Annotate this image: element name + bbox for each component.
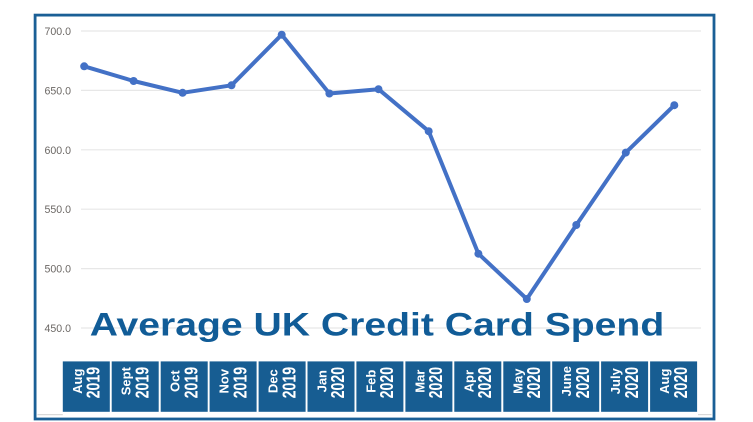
svg-text:Mar: Mar xyxy=(412,370,427,393)
svg-text:2019: 2019 xyxy=(280,367,300,399)
svg-text:May: May xyxy=(510,368,525,394)
svg-text:2020: 2020 xyxy=(622,367,642,399)
svg-text:Aug: Aug xyxy=(70,369,85,394)
svg-text:July: July xyxy=(608,367,623,394)
svg-text:2020: 2020 xyxy=(426,367,446,399)
svg-text:Oct: Oct xyxy=(168,370,183,392)
svg-text:Average UK Credit Card Spend: Average UK Credit Card Spend xyxy=(90,306,665,343)
svg-text:Apr: Apr xyxy=(461,370,476,392)
svg-text:Nov: Nov xyxy=(217,368,232,393)
svg-text:June: June xyxy=(559,366,574,396)
svg-text:Jan: Jan xyxy=(315,370,330,392)
svg-text:2020: 2020 xyxy=(573,367,593,399)
svg-text:2020: 2020 xyxy=(377,367,397,399)
svg-text:500.0: 500.0 xyxy=(44,264,71,276)
svg-text:2020: 2020 xyxy=(524,367,544,399)
svg-text:650.0: 650.0 xyxy=(44,85,71,97)
svg-text:2020: 2020 xyxy=(475,367,495,399)
svg-text:Aug: Aug xyxy=(657,369,672,394)
svg-text:2019: 2019 xyxy=(231,367,251,399)
svg-text:550.0: 550.0 xyxy=(44,204,71,216)
svg-text:2019: 2019 xyxy=(84,367,104,399)
svg-text:Dec: Dec xyxy=(266,369,281,393)
svg-text:Sept: Sept xyxy=(119,366,134,395)
svg-text:2020: 2020 xyxy=(671,367,691,399)
svg-text:Feb: Feb xyxy=(363,370,378,393)
svg-text:2019: 2019 xyxy=(182,367,202,399)
svg-text:2020: 2020 xyxy=(329,367,349,399)
svg-text:450.0: 450.0 xyxy=(44,323,71,335)
svg-text:600.0: 600.0 xyxy=(44,145,71,157)
svg-text:2019: 2019 xyxy=(133,367,153,399)
svg-text:700.0: 700.0 xyxy=(44,26,71,38)
